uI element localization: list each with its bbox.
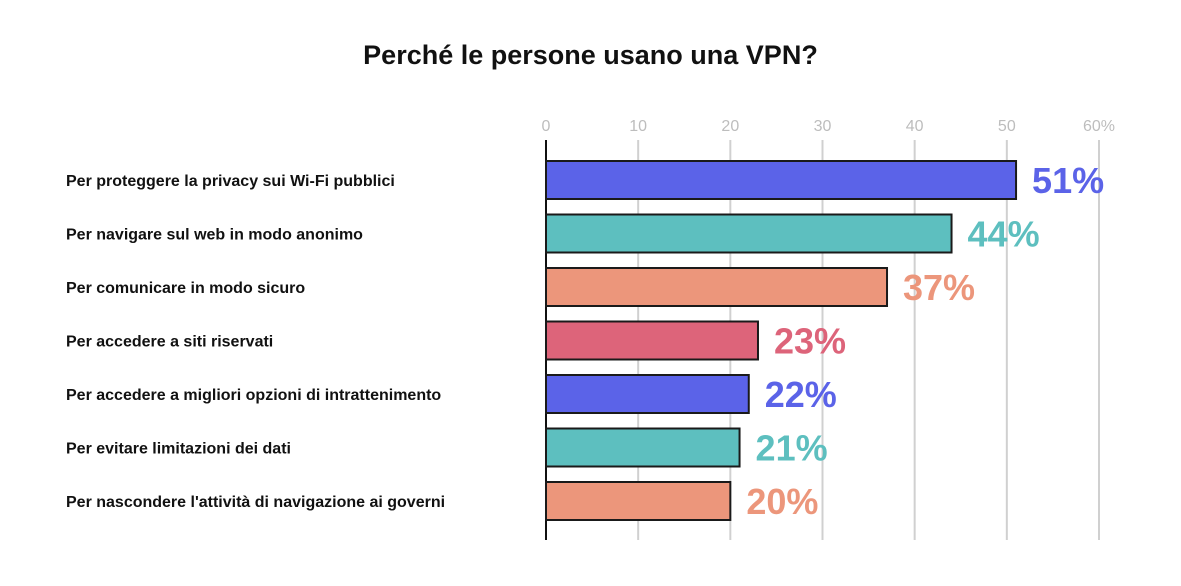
bar <box>545 374 750 414</box>
tick-label: 60% <box>1083 118 1115 135</box>
data-label: 23% <box>774 321 846 362</box>
data-label: 44% <box>968 214 1040 255</box>
bar <box>545 267 889 307</box>
bar <box>545 213 953 254</box>
bar <box>545 160 1018 200</box>
category-label: Per accedere a siti riservati <box>66 334 273 351</box>
chart-title: Perché le persone usano una VPN? <box>363 40 818 70</box>
tick-label: 30 <box>814 118 832 135</box>
data-label: 21% <box>756 428 828 469</box>
data-label: 51% <box>1032 160 1104 201</box>
tick-label: 40 <box>906 118 924 135</box>
bar <box>545 320 759 361</box>
category-label: Per evitare limitazioni dei dati <box>66 441 291 458</box>
category-label: Per comunicare in modo sicuro <box>66 280 305 297</box>
data-label: 37% <box>903 267 975 308</box>
tick-label: 10 <box>629 118 647 135</box>
data-label: 22% <box>765 374 837 415</box>
tick-label: 0 <box>542 118 551 135</box>
bar <box>545 481 732 521</box>
category-label: Per nascondere l'attività di navigazione… <box>66 494 445 511</box>
bar <box>545 427 741 468</box>
tick-label: 20 <box>721 118 739 135</box>
category-label: Per accedere a migliori opzioni di intra… <box>66 387 441 404</box>
category-label: Per proteggere la privacy sui Wi-Fi pubb… <box>66 173 395 190</box>
tick-label: 50 <box>998 118 1016 135</box>
category-label: Per navigare sul web in modo anonimo <box>66 227 363 244</box>
data-label: 20% <box>746 481 818 522</box>
